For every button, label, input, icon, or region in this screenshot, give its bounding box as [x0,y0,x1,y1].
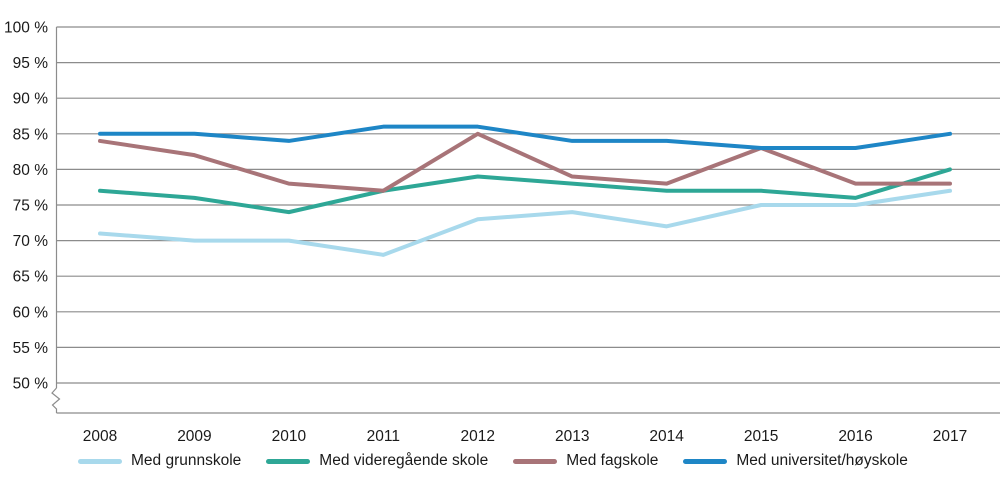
legend-swatch-fagskole [513,458,558,464]
x-tick-label: 2012 [461,428,495,445]
series-line [98,124,952,151]
legend-item-grunnskole: Med grunnskole [78,452,241,470]
x-tick-label: 2017 [933,428,967,445]
x-tick-label: 2016 [838,428,872,445]
series-line [98,188,952,257]
legend-label-grunnskole: Med grunnskole [131,452,242,469]
y-tick-label: 80 % [13,162,49,179]
plot-area: 100 % 95 % 90 % 85 % 80 % 75 % 70 % 65 % 60 % 55 … [4,20,1000,445]
legend-swatch-universitet [683,458,728,464]
y-tick-label: 50 % [13,376,49,393]
y-tick-label: 100 % [4,20,48,37]
legend-swatch-grunnskole [78,458,122,464]
legend-item-videregaende: Med videregående skole [266,452,488,470]
series-line [98,131,952,193]
y-tick-label: 85 % [13,126,49,143]
x-tick-label: 2010 [272,428,307,445]
legend-label-fagskole: Med fagskole [566,452,659,469]
legend-swatch-videregaende [266,458,311,464]
axis-break-icon [51,387,61,413]
x-tick-label: 2014 [649,428,684,445]
y-tick-label: 55 % [13,340,49,357]
legend: Med grunnskole Med videregående skole Me… [78,452,1000,470]
y-tick-label: 65 % [13,269,49,286]
y-tick-label: 95 % [13,55,49,72]
x-tick-label: 2008 [83,428,117,445]
y-tick-label: 90 % [13,91,49,108]
legend-label-videregaende: Med videregående skole [319,452,489,469]
y-tick-label: 70 % [13,233,49,250]
y-tick-label: 60 % [13,304,49,321]
legend-item-fagskole: Med fagskole [513,452,658,470]
x-tick-label: 2013 [555,428,589,445]
x-tick-label: 2009 [177,428,211,445]
legend-item-universitet: Med universitet/høyskole [683,452,908,470]
legend-label-universitet: Med universitet/høyskole [736,452,908,469]
x-tick-label: 2011 [367,428,400,445]
y-tick-label: 75 % [13,198,49,215]
series-line [98,167,952,215]
x-tick-label: 2015 [744,428,778,445]
